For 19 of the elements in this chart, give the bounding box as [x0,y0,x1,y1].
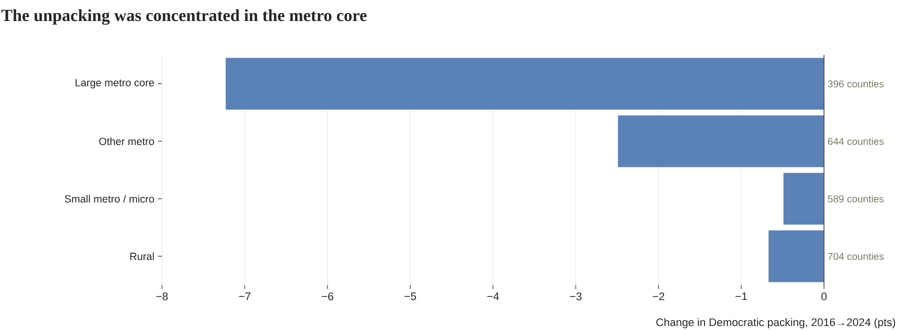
x-tick-label: −6 [322,292,334,300]
text: 704 counties [828,252,884,260]
x-tick-label: 0 [821,292,827,300]
text: 396 counties [828,80,884,88]
x-axis-title: Change in Democratic packing, 2016→2024 (pts) [656,318,896,328]
chart-title: The unpacking was concentrated in the metro core [1,9,367,25]
x-tick-label: −3 [570,292,582,300]
x-tick-label: −8 [156,292,168,300]
x-tick-label: −4 [487,292,499,300]
x-tick-label: −1 [736,292,747,300]
x-tick-label: −2 [652,292,664,300]
y-tick-label: Small metro / micro [64,194,154,203]
x-tick-label: −5 [404,292,416,300]
y-tick-label: Large metro core [76,79,154,88]
text: 589 counties [828,195,884,202]
x-tick-label: −7 [239,292,250,300]
y-tick-label: Rural [130,252,154,260]
text: 644 counties [828,138,884,145]
y-tick-label: Other metro [99,137,154,146]
